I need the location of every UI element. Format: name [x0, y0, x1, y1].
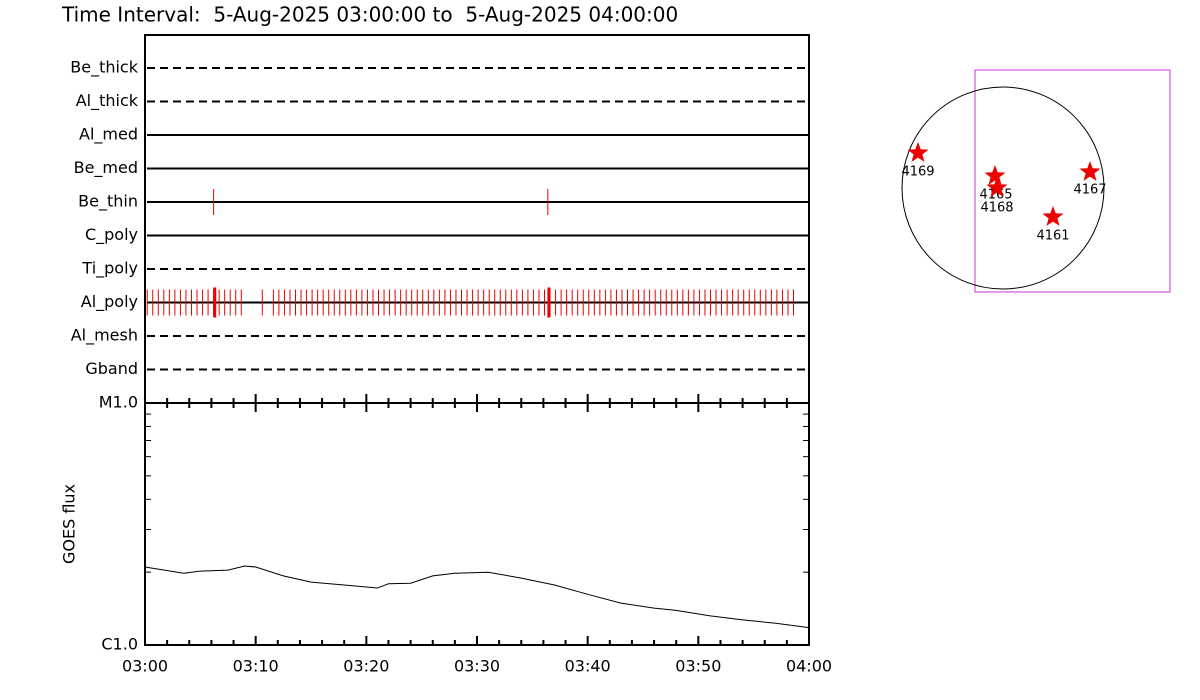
filter-label: Al_med [79, 125, 138, 145]
region-label: 4167 [1073, 183, 1106, 198]
x-tick-label: 03:00 [122, 657, 168, 676]
filter-label: Be_thick [70, 58, 138, 78]
filter-label: Al_poly [81, 292, 138, 312]
region-star [1042, 206, 1064, 226]
region-star [1079, 161, 1101, 181]
y-tick-label: M1.0 [99, 393, 138, 412]
region-label: 4165 [979, 188, 1012, 203]
filter-label: Gband [85, 359, 138, 378]
goes-curve [144, 565, 810, 629]
region-label: 4169 [901, 165, 934, 180]
time-interval: Time Interval: 5-Aug-2025 03:00:00 to 5-… [61, 3, 678, 27]
x-tick-label: 03:20 [343, 657, 389, 676]
region-label: 4161 [1036, 229, 1069, 244]
region-label: 4168 [980, 201, 1013, 216]
y-axis-label: GOES flux [60, 484, 79, 564]
fov-box [974, 69, 1171, 293]
filter-label: Al_mesh [71, 326, 138, 346]
x-tick-label: 03:30 [454, 657, 500, 676]
solar-disk [901, 86, 1105, 290]
region-star [986, 177, 1008, 197]
x-tick-label: 04:00 [786, 657, 832, 676]
filter-label: Be_med [74, 158, 138, 178]
filter-label: Ti_poly [81, 259, 138, 279]
x-tick-label: 03:40 [565, 657, 611, 676]
x-tick-label: 03:10 [233, 657, 279, 676]
filter-label: C_poly [85, 225, 138, 245]
filter-label: Al_thick [76, 91, 139, 111]
plot-frame [144, 34, 810, 646]
region-star [907, 142, 929, 162]
filter-label: Be_thin [78, 192, 138, 212]
y-tick-label: C1.0 [101, 635, 138, 654]
region-star [984, 165, 1006, 185]
x-tick-label: 03:50 [675, 657, 721, 676]
